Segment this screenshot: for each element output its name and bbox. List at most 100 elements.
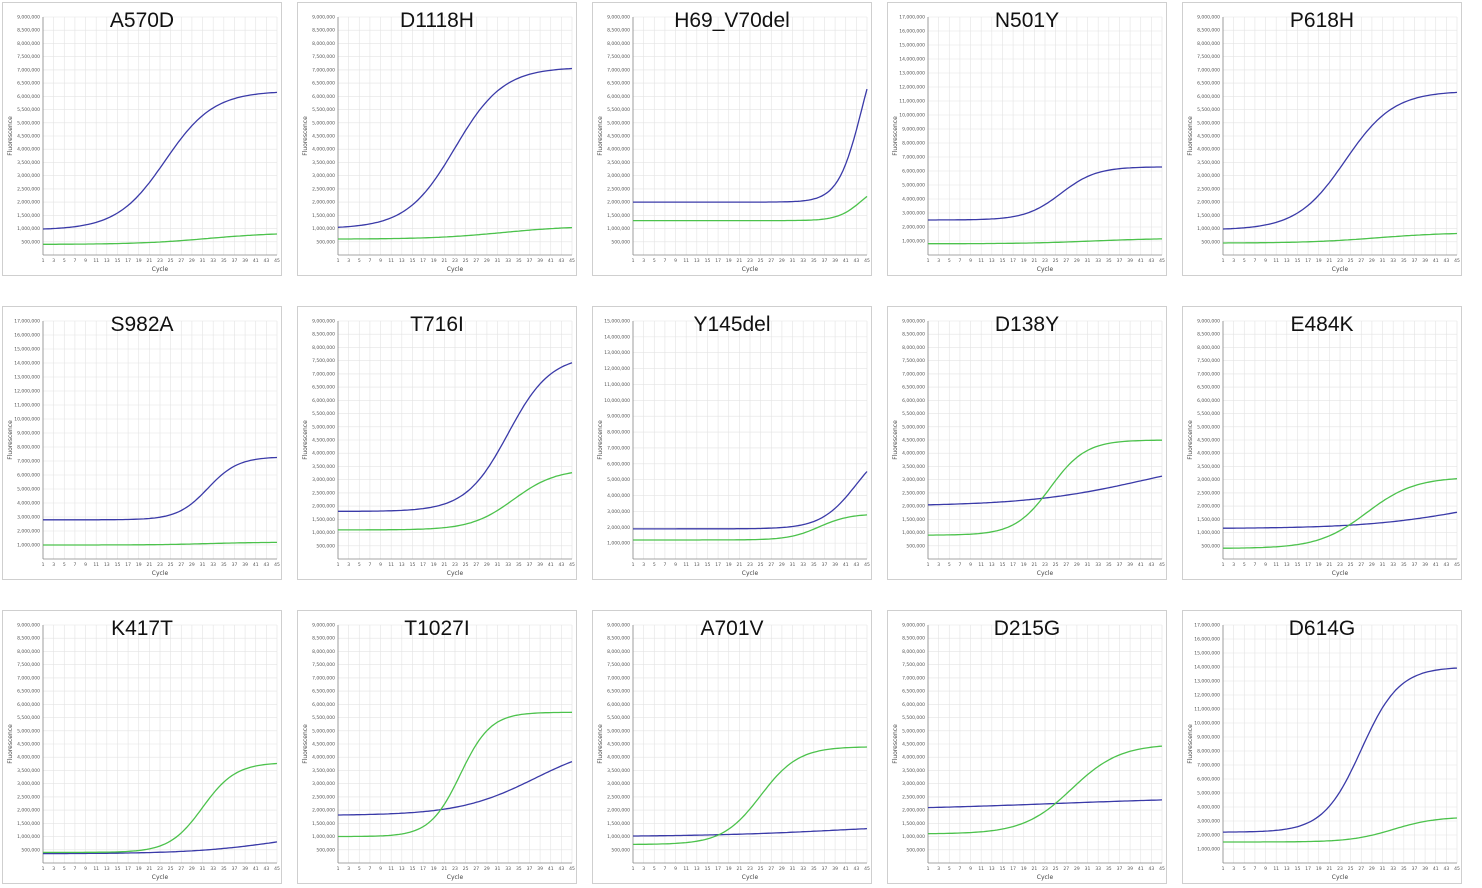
- x-tick-label: 27: [1063, 258, 1069, 264]
- chart-title: A570D: [109, 9, 175, 32]
- y-tick-label: 5,500,000: [607, 715, 630, 721]
- y-tick-label: 9,000,000: [312, 319, 335, 325]
- chart-svg: 500,000 1,000,000 1,500,000 2,000,000 2,500,…: [1187, 319, 1460, 578]
- y-tick-label: 3,500,000: [902, 768, 925, 774]
- y-tick-label: 5,500,000: [312, 411, 335, 417]
- x-axis-label: Cycle: [1037, 570, 1054, 577]
- x-tick-label: 5: [358, 866, 361, 872]
- x-tick-label: 7: [368, 866, 371, 872]
- x-tick-label: 31: [790, 866, 796, 872]
- y-tick-label: 2,500,000: [607, 186, 630, 192]
- x-tick-label: 9: [1264, 562, 1267, 568]
- x-tick-label: 23: [1042, 562, 1048, 568]
- x-tick-label: 9: [674, 866, 677, 872]
- y-tick-label: 6,000,000: [17, 94, 40, 100]
- y-tick-label: 5,500,000: [1197, 107, 1220, 113]
- y-tick-label: 16,000,000: [899, 29, 925, 35]
- x-tick-label: 11: [683, 866, 689, 872]
- x-axis-label: Cycle: [1037, 266, 1054, 273]
- x-tick-label: 15: [1295, 562, 1301, 568]
- y-tick-label: 6,000,000: [17, 473, 40, 479]
- x-tick-label: 39: [242, 258, 248, 264]
- chart-svg: 500,000 1,000,000 1,500,000 2,000,000 2,500,…: [597, 15, 870, 274]
- x-tick-label: 41: [253, 258, 259, 264]
- x-tick-label: 21: [441, 562, 447, 568]
- x-tick-label: 39: [832, 866, 838, 872]
- x-tick-label: 11: [1273, 562, 1279, 568]
- x-tick-label: 43: [558, 866, 564, 872]
- y-axis-label: Fluorescence: [7, 116, 14, 156]
- y-tick-label: 8,500,000: [607, 28, 630, 34]
- chart-title: D1118H: [400, 9, 474, 32]
- series-line-blue: [1222, 91, 1458, 230]
- x-tick-label: 9: [674, 258, 677, 264]
- y-tick-label: 8,000,000: [1197, 345, 1220, 351]
- x-tick-label: 27: [473, 258, 479, 264]
- y-tick-label: 4,500,000: [1197, 438, 1220, 444]
- x-tick-label: 29: [484, 258, 490, 264]
- y-tick-label: 8,500,000: [312, 636, 335, 642]
- x-tick-label: 3: [1232, 866, 1235, 872]
- y-tick-label: 6,000,000: [607, 94, 630, 100]
- y-tick-label: 5,000,000: [312, 424, 335, 430]
- x-tick-label: 39: [1127, 258, 1133, 264]
- x-tick-label: 31: [1085, 562, 1091, 568]
- x-tick-label: 19: [726, 562, 732, 568]
- x-tick-label: 21: [441, 866, 447, 872]
- x-tick-label: 19: [1021, 562, 1027, 568]
- y-tick-label: 12,000,000: [14, 389, 40, 395]
- x-tick-label: 11: [388, 562, 394, 568]
- x-tick-label: 37: [822, 562, 828, 568]
- x-tick-label: 31: [495, 866, 501, 872]
- x-tick-label: 7: [958, 562, 961, 568]
- x-tick-label: 25: [463, 258, 469, 264]
- x-tick-label: 21: [146, 562, 152, 568]
- x-tick-label: 37: [1412, 258, 1418, 264]
- x-tick-label: 3: [937, 258, 940, 264]
- x-tick-label: 31: [200, 258, 206, 264]
- x-tick-label: 3: [642, 258, 645, 264]
- y-tick-label: 5,000,000: [17, 728, 40, 734]
- x-tick-label: 3: [642, 866, 645, 872]
- x-tick-label: 37: [527, 258, 533, 264]
- y-tick-label: 2,000,000: [607, 808, 630, 814]
- y-tick-label: 1,500,000: [607, 213, 630, 219]
- y-tick-label: 3,500,000: [17, 160, 40, 166]
- y-tick-label: 5,000,000: [902, 728, 925, 734]
- chart-svg: 500,000 1,000,000 1,500,000 2,000,000 2,500,…: [302, 623, 575, 882]
- chart-svg: 1,000,000 2,000,000 3,000,000 4,000,000 5,00…: [892, 15, 1165, 274]
- y-tick-label: 2,000,000: [902, 504, 925, 510]
- y-tick-label: 14,000,000: [1194, 665, 1220, 671]
- y-tick-label: 5,000,000: [607, 120, 630, 126]
- y-tick-label: 6,000,000: [902, 169, 925, 175]
- y-tick-label: 1,000,000: [17, 226, 40, 232]
- x-axis-label: Cycle: [447, 266, 464, 273]
- series-line-blue: [43, 456, 278, 521]
- x-tick-label: 15: [1295, 866, 1301, 872]
- y-tick-label: 9,000,000: [1197, 319, 1220, 325]
- x-tick-label: 35: [516, 562, 522, 568]
- y-tick-label: 7,500,000: [17, 662, 40, 668]
- y-tick-label: 10,000,000: [14, 417, 40, 423]
- x-tick-label: 45: [569, 866, 575, 872]
- y-axis-label: Fluorescence: [1187, 116, 1194, 156]
- y-tick-label: 7,000,000: [1197, 763, 1220, 769]
- y-tick-label: 500,000: [1201, 543, 1220, 549]
- y-tick-label: 5,000,000: [312, 728, 335, 734]
- y-axis-label: Fluorescence: [1187, 724, 1194, 764]
- x-tick-label: 23: [1042, 258, 1048, 264]
- y-tick-label: 1,000,000: [312, 834, 335, 840]
- x-tick-label: 35: [221, 562, 227, 568]
- chart-svg: 500,000 1,000,000 1,500,000 2,000,000 2,500,…: [597, 623, 870, 882]
- x-tick-label: 15: [115, 866, 121, 872]
- y-tick-label: 4,000,000: [607, 493, 630, 499]
- x-tick-label: 11: [93, 866, 99, 872]
- x-tick-label: 9: [379, 258, 382, 264]
- x-tick-label: 23: [1337, 866, 1343, 872]
- y-tick-label: 2,500,000: [17, 794, 40, 800]
- x-tick-label: 41: [1138, 866, 1144, 872]
- x-tick-label: 23: [157, 258, 163, 264]
- x-tick-label: 1: [632, 258, 635, 264]
- x-tick-label: 31: [1085, 866, 1091, 872]
- y-axis-label: Fluorescence: [892, 116, 899, 156]
